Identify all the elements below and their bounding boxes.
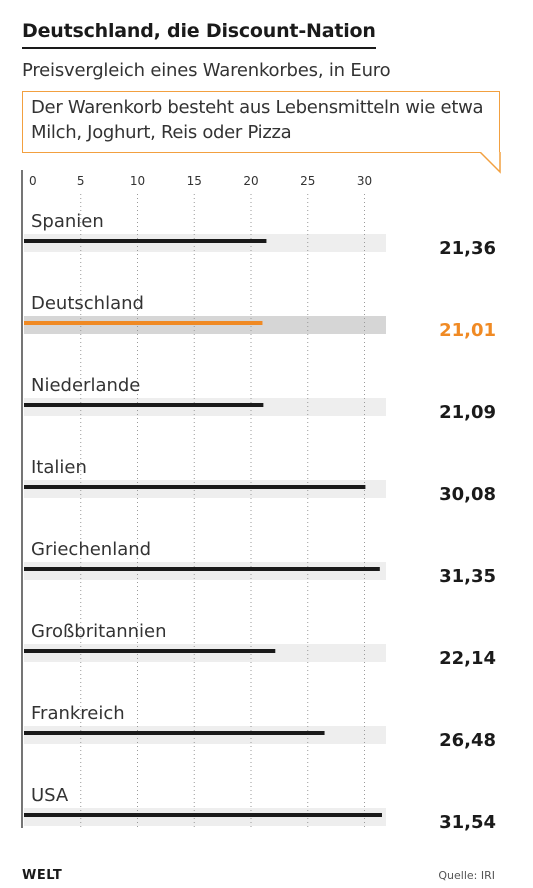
value-label: 22,14	[439, 648, 496, 669]
value-label: 21,01	[439, 320, 496, 341]
bar	[24, 321, 263, 325]
bar	[24, 485, 366, 489]
x-tick-label: 20	[243, 174, 258, 188]
source-label: Quelle: IRI	[438, 869, 495, 882]
x-tick-label: 10	[130, 174, 145, 188]
value-label: 31,54	[439, 812, 496, 833]
value-label: 26,48	[439, 730, 496, 751]
x-tick-label: 25	[300, 174, 315, 188]
bar	[24, 239, 267, 243]
value-label: 30,08	[439, 484, 496, 505]
bar	[24, 813, 382, 817]
category-label: Griechenland	[31, 539, 151, 560]
chart-subtitle: Preisvergleich eines Warenkorbes, in Eur…	[22, 60, 391, 81]
bar	[24, 567, 380, 571]
value-label: 21,09	[439, 402, 496, 423]
category-label: USA	[31, 785, 69, 806]
note-box: Der Warenkorb besteht aus Lebensmitteln …	[22, 91, 500, 153]
category-label: Großbritannien	[31, 621, 167, 642]
chart-title: Deutschland, die Discount-Nation	[22, 20, 376, 49]
x-tick-label: 0	[29, 174, 37, 188]
category-label: Italien	[31, 457, 87, 478]
x-tick-label: 30	[357, 174, 372, 188]
category-label: Deutschland	[31, 293, 144, 314]
bar	[24, 649, 276, 653]
note-box-tail	[480, 152, 501, 174]
x-tick-label: 5	[77, 174, 85, 188]
x-tick-label: 15	[187, 174, 202, 188]
welt-logo: WELT	[22, 868, 63, 883]
category-label: Spanien	[31, 211, 104, 232]
value-label: 21,36	[439, 238, 496, 259]
bar	[24, 403, 264, 407]
category-label: Niederlande	[31, 375, 140, 396]
value-label: 31,35	[439, 566, 496, 587]
category-label: Frankreich	[31, 703, 125, 724]
bar	[24, 731, 325, 735]
